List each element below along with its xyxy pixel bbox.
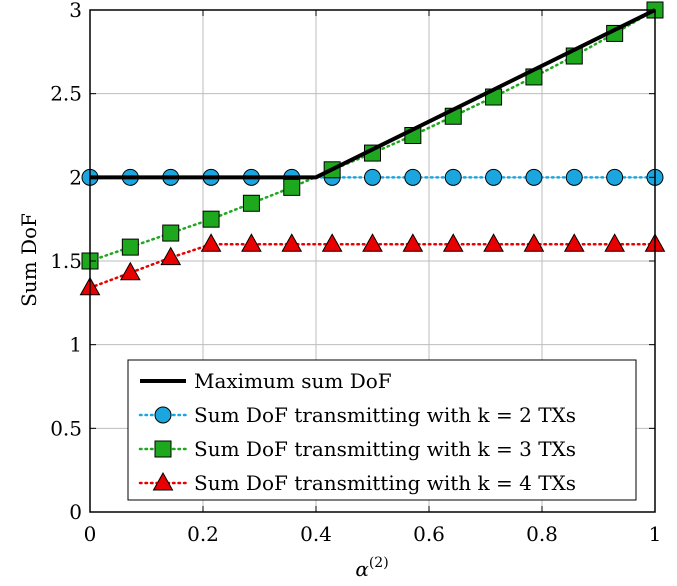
series-line: [90, 8, 656, 180]
x-tick-label: 0.8: [526, 522, 558, 546]
legend-label: Maximum sum DoF: [194, 369, 392, 393]
data-point-circle: [606, 168, 624, 186]
data-point-triangle: [442, 233, 464, 252]
x-tick-label: 0.2: [187, 522, 219, 546]
legend-label: Sum DoF transmitting with k = 2 TXs: [194, 403, 576, 427]
x-tick-label: 1: [649, 522, 662, 546]
y-tick-label: 2.5: [50, 82, 82, 106]
data-point-square: [162, 224, 180, 242]
data-point-circle: [525, 168, 543, 186]
series-4: [79, 233, 666, 296]
series-3: [81, 1, 664, 270]
data-point-circle: [485, 168, 503, 186]
data-point-square: [242, 194, 260, 212]
x-axis-label-superscript: (2): [369, 555, 389, 571]
data-point-triangle: [321, 233, 343, 252]
data-point-circle: [404, 168, 422, 186]
legend-marker-square: [154, 440, 172, 458]
data-point-square: [202, 210, 220, 228]
data-point-triangle: [402, 233, 424, 252]
data-point-triangle: [563, 233, 585, 252]
y-tick-label: 1: [69, 333, 82, 357]
legend-entry: Sum DoF transmitting with k = 3 TXs: [138, 437, 576, 461]
x-axis-label: α(2): [355, 555, 388, 581]
y-tick-label: 3: [69, 0, 82, 22]
x-axis-label-base: α: [355, 557, 369, 581]
y-axis-label: Sum DoF: [17, 213, 41, 307]
legend-entry: Sum DoF transmitting with k = 4 TXs: [138, 471, 576, 495]
legend-entry: Maximum sum DoF: [140, 369, 392, 393]
x-tick-label: 0.4: [300, 522, 332, 546]
data-point-circle: [364, 168, 381, 186]
data-point-triangle: [483, 233, 504, 252]
tick-labels: 0 0.2 0.4 0.6 0.8 1 0 0.5 1 1.5 2 2.5 3: [50, 0, 661, 546]
data-point-triangle: [200, 233, 222, 252]
y-tick-label: 0: [69, 500, 82, 524]
legend-entry: Sum DoF transmitting with k = 2 TXs: [138, 403, 576, 427]
data-point-circle: [444, 168, 462, 186]
axis-ticks: [89, 9, 656, 513]
y-tick-label: 2: [69, 165, 82, 189]
data-point-triangle: [523, 233, 545, 252]
y-tick-label: 0.5: [50, 416, 82, 440]
data-point-triangle: [362, 233, 383, 252]
legend-box: [127, 359, 637, 501]
plot-series: [79, 1, 666, 296]
legend-marker-triangle: [152, 471, 174, 491]
data-point-triangle: [160, 246, 182, 266]
data-point-triangle: [281, 233, 303, 252]
data-point-triangle: [604, 233, 626, 252]
legend-label: Sum DoF transmitting with k = 4 TXs: [194, 471, 576, 495]
series-line: [88, 243, 657, 290]
data-point-triangle: [119, 261, 141, 281]
x-tick-label: 0.6: [413, 522, 445, 546]
data-point-square: [283, 178, 301, 196]
y-tick-label: 1.5: [50, 249, 82, 273]
x-tick-label: 0: [84, 522, 97, 546]
legend-marker-circle: [154, 406, 172, 424]
legend-label: Sum DoF transmitting with k = 3 TXs: [194, 437, 576, 461]
series-1: [90, 8, 656, 180]
data-point-triangle: [241, 233, 262, 252]
data-point-square: [121, 238, 139, 256]
data-point-circle: [565, 168, 583, 186]
legend: Maximum sum DoF Sum DoF transmitting with…: [127, 359, 637, 501]
